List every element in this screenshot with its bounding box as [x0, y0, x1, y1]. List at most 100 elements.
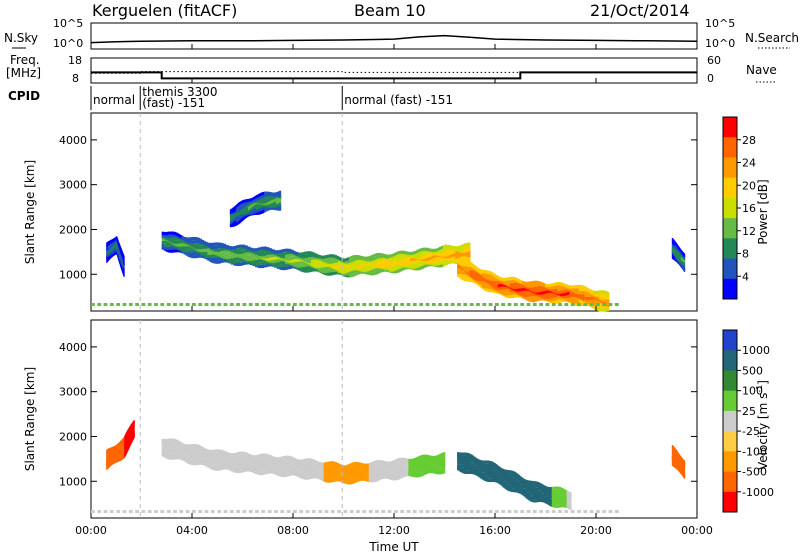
cpid-segment-label: normal — [93, 93, 135, 107]
freq-label-1: Freq. — [10, 53, 40, 67]
cpid-segment-label-2: (fast) -151 — [142, 96, 205, 110]
noise-left-tick-bottom: 10^0 — [53, 37, 83, 50]
heatmap-cell — [280, 206, 282, 209]
heatmap-cell — [249, 303, 253, 306]
heatmap-cell — [469, 243, 471, 246]
heatmap-cell — [217, 303, 221, 306]
heatmap-cell — [179, 303, 183, 306]
heatmap-cell — [489, 303, 493, 306]
heatmap-cell — [583, 303, 587, 306]
heatmap-cell — [533, 303, 537, 306]
noise-left-label: N.Sky — [4, 31, 38, 45]
heatmap-cell — [293, 303, 297, 306]
heatmap-cell — [331, 303, 335, 306]
heatmap-cell — [124, 271, 125, 274]
heatmap-cell — [413, 303, 417, 306]
heatmap-cell — [615, 303, 619, 306]
heatmap-cell — [426, 303, 430, 306]
freq-series-line — [91, 72, 697, 78]
heatmap-cell — [684, 266, 685, 269]
heatmap-cell — [104, 303, 108, 306]
nsky-series-line — [91, 36, 697, 43]
noise-left-tick-top: 10^5 — [53, 17, 83, 30]
power-panel-frame — [91, 113, 697, 311]
station-title: Kerguelen (fitACF) — [92, 1, 237, 20]
heatmap-cell — [590, 303, 594, 306]
heatmap-cell — [684, 254, 685, 257]
heatmap-cell — [124, 256, 125, 259]
heatmap-cell — [154, 303, 158, 306]
heatmap-cell — [571, 303, 575, 306]
freq-tick-bottom: 8 — [72, 72, 79, 85]
cpid-label: CPID — [8, 89, 40, 103]
heatmap-cell — [684, 262, 685, 265]
heatmap-cell — [116, 303, 120, 306]
cpid-segment-label: normal (fast) -151 — [344, 93, 453, 107]
heatmap-cell — [243, 303, 247, 306]
heatmap-cell — [198, 303, 202, 306]
freq-tick-top: 18 — [68, 54, 82, 67]
heatmap-cell — [463, 303, 467, 306]
heatmap-cell — [350, 303, 354, 306]
heatmap-cell — [306, 303, 310, 306]
heatmap-cell — [356, 303, 360, 306]
heatmap-cell — [546, 303, 550, 306]
heatmap-cell — [470, 303, 474, 306]
noise-right-label: N.Search — [745, 31, 799, 45]
heatmap-cell — [375, 303, 379, 306]
heatmap-cell — [369, 303, 373, 306]
heatmap-cell — [124, 274, 125, 277]
y-tick-label: 4000 — [59, 134, 87, 147]
heatmap-cell — [280, 191, 282, 194]
heatmap-cell — [432, 303, 436, 306]
power-ylabel: Slant Range [km] — [23, 160, 37, 264]
heatmap-cell — [280, 202, 282, 205]
noise-right-tick-bottom: 10^0 — [705, 37, 735, 50]
heatmap-cell — [495, 303, 499, 306]
heatmap-cell — [607, 292, 609, 295]
heatmap-cell — [419, 303, 423, 306]
heatmap-cell — [451, 303, 455, 306]
heatmap-cell — [287, 303, 291, 306]
heatmap-cell — [160, 303, 164, 306]
heatmap-cell — [280, 194, 282, 197]
heatmap-cell — [596, 303, 600, 306]
heatmap-cell — [457, 303, 461, 306]
heatmap-cell — [344, 303, 348, 306]
heatmap-cell — [469, 251, 471, 254]
heatmap-cell — [501, 303, 505, 306]
noise-right-tick-top: 10^5 — [705, 17, 735, 30]
heatmap-cell — [381, 303, 385, 306]
heatmap-cell — [362, 303, 366, 306]
heatmap-cell — [280, 303, 284, 306]
heatmap-cell — [129, 303, 133, 306]
heatmap-cell — [110, 303, 114, 306]
heatmap-cell — [407, 303, 411, 306]
nave-label: Nave — [746, 63, 777, 77]
heatmap-cell — [476, 303, 480, 306]
heatmap-cell — [255, 303, 259, 306]
heatmap-cell — [607, 299, 609, 302]
heatmap-cell — [148, 303, 152, 306]
nave-tick-bottom: 0 — [707, 72, 714, 85]
heatmap-cell — [274, 303, 278, 306]
heatmap-cell — [261, 303, 265, 306]
heatmap-cell — [514, 303, 518, 306]
heatmap-cell — [394, 303, 398, 306]
heatmap-cell — [325, 303, 329, 306]
heatmap-cell — [400, 303, 404, 306]
heatmap-cell — [124, 259, 125, 262]
y-tick-label: 2000 — [59, 223, 87, 236]
heatmap-cell — [577, 303, 581, 306]
heatmap-cell — [97, 303, 101, 306]
y-tick-label: 3000 — [59, 179, 87, 192]
heatmap-cell — [135, 303, 139, 306]
heatmap-cell — [508, 303, 512, 306]
heatmap-cell — [602, 303, 606, 306]
heatmap-cell — [299, 303, 303, 306]
heatmap-cell — [236, 303, 240, 306]
heatmap-cell — [469, 248, 471, 251]
